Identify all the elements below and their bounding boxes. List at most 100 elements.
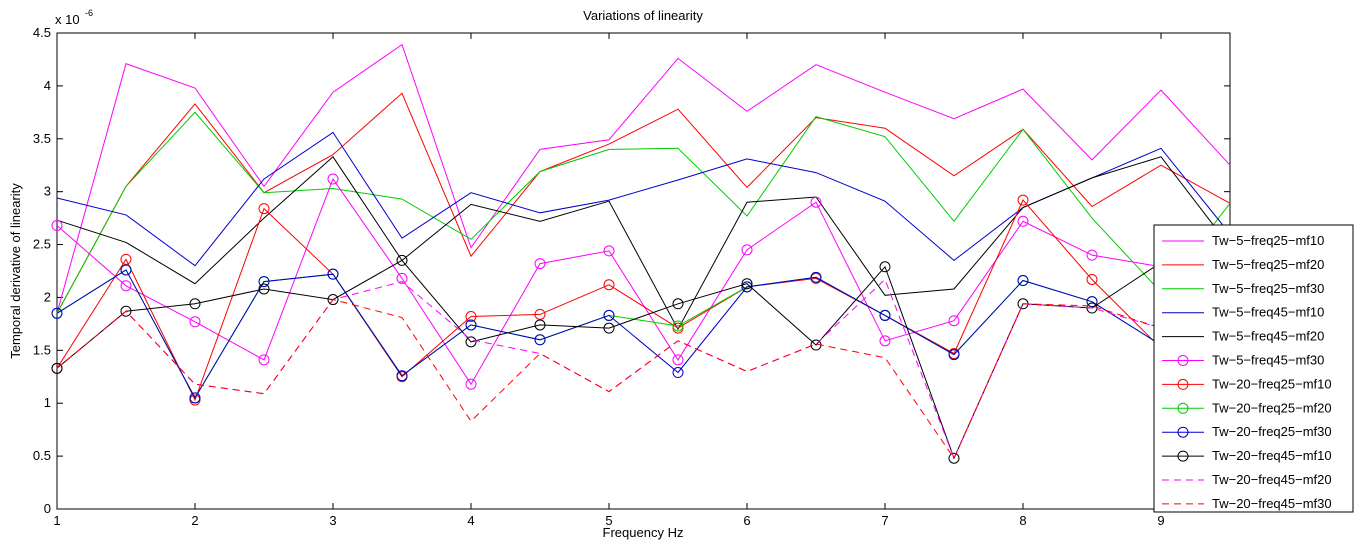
data-point — [948, 452, 960, 464]
data-point — [603, 309, 615, 321]
data-point — [534, 334, 546, 346]
series-line — [56, 92, 1231, 314]
data-point — [672, 320, 684, 332]
legend-item: Tw−20−freq25−mf10 — [1162, 376, 1332, 391]
data-point — [189, 298, 201, 310]
series-line — [56, 156, 1231, 331]
data-point — [1017, 275, 1029, 287]
data-point — [396, 370, 408, 382]
series-line — [56, 177, 1231, 386]
data-point — [603, 245, 615, 257]
data-point — [1086, 249, 1098, 261]
plot-area — [56, 32, 1231, 510]
legend-label: Tw−20−freq45−mf30 — [1212, 496, 1332, 511]
data-point — [948, 349, 960, 361]
data-point — [258, 354, 270, 366]
data-point — [810, 271, 822, 283]
y-tick-label: 2.5 — [33, 237, 51, 252]
legend-label: Tw−5−freq25−mf30 — [1212, 281, 1324, 296]
legend-item: Tw−20−freq45−mf30 — [1162, 496, 1332, 511]
legend: Tw−5−freq25−mf10 Tw−5−freq25−mf20 Tw−5−fre… — [1153, 224, 1354, 513]
x-tick-label: 1 — [53, 513, 60, 528]
legend-item: Tw−5−freq45−mf20 — [1162, 329, 1324, 344]
series-5 — [56, 156, 1231, 331]
x-tick-label: 5 — [605, 513, 612, 528]
legend-label: Tw−5−freq25−mf20 — [1212, 257, 1324, 272]
legend-item: Tw−20−freq45−mf10 — [1162, 448, 1332, 463]
y-tick-label: 1 — [44, 395, 51, 410]
legend-item: Tw−20−freq45−mf20 — [1162, 472, 1332, 487]
data-point — [534, 258, 546, 270]
data-point — [327, 268, 339, 280]
data-point — [51, 307, 63, 319]
y-tick-label: 3.5 — [33, 131, 51, 146]
series-1 — [56, 43, 1231, 314]
data-point — [465, 319, 477, 331]
data-point — [120, 305, 132, 317]
y-tick-label: 3 — [44, 184, 51, 199]
data-point — [810, 196, 822, 208]
x-axis: 1 2 3 4 5 6 7 8 9 — [53, 33, 1165, 528]
series-line — [56, 111, 1231, 314]
legend-label: Tw−5−freq25−mf10 — [1212, 233, 1324, 248]
data-point — [51, 362, 63, 374]
legend-marker — [1177, 355, 1189, 366]
legend-item: Tw−20−freq25−mf30 — [1162, 424, 1332, 439]
legend-label: Tw−5−freq45−mf20 — [1212, 329, 1324, 344]
legend-label: Tw−20−freq25−mf10 — [1212, 376, 1332, 391]
data-point — [189, 316, 201, 328]
series-layer — [51, 43, 1236, 464]
data-point — [465, 378, 477, 390]
data-point — [258, 283, 270, 295]
data-point — [672, 354, 684, 366]
data-point — [258, 276, 270, 288]
data-point — [672, 298, 684, 310]
y-tick-label: 4.5 — [33, 25, 51, 40]
legend-label: Tw−20−freq45−mf20 — [1212, 472, 1332, 487]
series-9 — [51, 264, 1236, 404]
y-axis-label: Temporal derivative of linearity — [8, 183, 23, 359]
series-line — [56, 269, 1231, 399]
x-tick-label: 2 — [191, 513, 198, 528]
legend-item: Tw−5−freq45−mf10 — [1162, 305, 1324, 320]
chart-title: Variations of linearity — [583, 8, 703, 23]
data-point — [465, 336, 477, 348]
data-point — [741, 281, 753, 293]
data-point — [741, 244, 753, 256]
data-point — [120, 264, 132, 276]
legend-item: Tw−5−freq25−mf30 — [1162, 281, 1324, 296]
legend-label: Tw−5−freq45−mf10 — [1212, 305, 1324, 320]
legend-item: Tw−5−freq25−mf20 — [1162, 257, 1324, 272]
y-axis: 0 0.5 1 1.5 2 2.5 3 3.5 4 4.5 — [33, 25, 1230, 516]
x-tick-label: 6 — [743, 513, 750, 528]
legend-box — [1153, 224, 1354, 513]
data-point — [603, 279, 615, 291]
data-point — [396, 254, 408, 266]
legend-label: Tw−20−freq45−mf10 — [1212, 448, 1332, 463]
data-point — [1086, 296, 1098, 308]
y-exponent-base: x 10 — [55, 12, 80, 27]
legend-item: Tw−5−freq45−mf30 — [1162, 353, 1324, 368]
data-point — [120, 280, 132, 292]
data-point — [672, 367, 684, 379]
x-axis-label: Frequency Hz — [603, 525, 684, 540]
legend-marker — [1177, 378, 1189, 390]
data-point — [948, 315, 960, 327]
data-point — [741, 278, 753, 290]
data-point — [534, 308, 546, 320]
legend-label: Tw−5−freq45−mf30 — [1212, 353, 1324, 368]
data-point — [1086, 273, 1098, 285]
legend-item: Tw−20−freq25−mf20 — [1162, 400, 1332, 415]
y-exponent-label: x 10 -6 — [55, 8, 93, 27]
data-point — [51, 220, 63, 232]
x-tick-label: 3 — [329, 513, 336, 528]
legend-label: Tw−20−freq25−mf20 — [1212, 400, 1332, 415]
series-line — [56, 43, 1231, 314]
x-tick-label: 9 — [1157, 513, 1164, 528]
legend-marker — [1177, 450, 1189, 462]
y-tick-label: 1.5 — [33, 342, 51, 357]
y-exponent-power: -6 — [85, 8, 93, 18]
data-point — [396, 272, 408, 284]
series-6 — [51, 173, 1236, 390]
